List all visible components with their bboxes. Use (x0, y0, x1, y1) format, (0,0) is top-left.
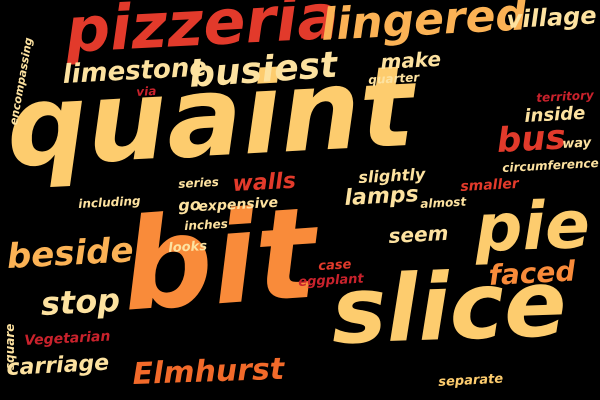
word-lamps: lamps (343, 182, 420, 211)
word-series: series (177, 174, 220, 191)
word-slightly: slightly (357, 164, 426, 187)
word-elmhurst: Elmhurst (131, 351, 285, 392)
word-almost: almost (419, 194, 467, 211)
word-stop: stop (39, 280, 121, 323)
word-eggplant: eggplant (297, 271, 365, 290)
word-way: way (561, 135, 592, 152)
word-busiest: busiest (187, 44, 339, 96)
word-case: case (317, 257, 352, 274)
word-make: make (379, 46, 442, 74)
word-quarter: quarter (367, 70, 420, 87)
word-expensive: expensive (197, 194, 279, 215)
word-circumference: circumference (501, 155, 600, 175)
word-separate: separate (437, 371, 504, 390)
word-looks: looks (167, 238, 208, 256)
word-walls: walls (231, 168, 297, 197)
word-territory: territory (535, 87, 595, 105)
word-inches: inches (183, 216, 229, 233)
word-pie: pie (473, 186, 592, 267)
word-faced: faced (487, 254, 577, 292)
word-carriage: carriage (5, 350, 110, 381)
word-smaller: smaller (459, 175, 520, 195)
word-lingered: lingered (319, 0, 529, 51)
word-via: via (135, 83, 157, 99)
word-seem: seem (387, 220, 449, 248)
word-limestone: limestone (61, 52, 208, 90)
word-village: village (505, 1, 598, 34)
word-including: including (77, 193, 141, 211)
word-inside: inside (523, 102, 586, 127)
word-beside: beside (5, 230, 135, 277)
word-vegetarian: Vegetarian (23, 328, 111, 349)
word-go: go (177, 194, 202, 215)
